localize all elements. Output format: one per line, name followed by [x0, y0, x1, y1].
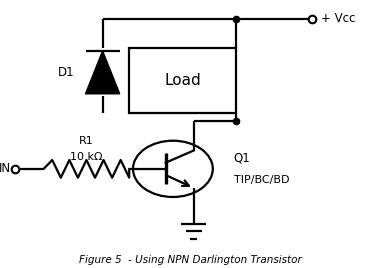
Text: + Vcc: + Vcc [321, 12, 355, 25]
FancyBboxPatch shape [129, 48, 236, 113]
Text: Q1: Q1 [234, 152, 250, 165]
Text: D1: D1 [57, 66, 74, 79]
Text: TIP/BC/BD: TIP/BC/BD [234, 174, 289, 185]
Text: Load: Load [164, 73, 201, 88]
Polygon shape [86, 51, 120, 94]
Text: R1: R1 [79, 136, 94, 146]
Text: Figure 5  - Using NPN Darlington Transistor: Figure 5 - Using NPN Darlington Transist… [79, 255, 301, 265]
Text: 10 kΩ: 10 kΩ [70, 152, 103, 162]
Text: IN: IN [0, 162, 11, 175]
